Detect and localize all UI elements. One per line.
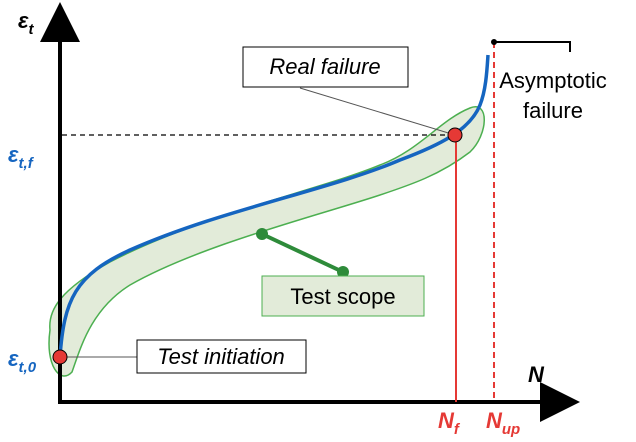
subscript: up (502, 421, 520, 438)
label: failure (523, 98, 583, 123)
subscript: t,f (19, 155, 35, 172)
leader (299, 87, 456, 136)
symbol: N (438, 408, 455, 433)
symbol: N (486, 408, 503, 433)
label: Test initiation (157, 344, 285, 369)
asymptote-marker (494, 41, 571, 52)
axis-label: N (528, 362, 545, 387)
point (447, 127, 463, 143)
box (242, 46, 409, 88)
box (261, 275, 425, 317)
scope-band (48, 106, 485, 377)
subscript: t,0 (19, 359, 37, 376)
symbol: ε (18, 8, 29, 33)
tick-label: Nf (438, 408, 461, 438)
subscript: f (454, 421, 461, 438)
axis-label: εt (18, 8, 35, 38)
tick-label: εt,0 (8, 346, 37, 376)
tick-label: Nup (486, 408, 520, 438)
subscript: t (29, 21, 35, 38)
label: Test scope (290, 284, 395, 309)
tick-label: εt,f (8, 142, 35, 172)
dot (337, 266, 349, 278)
point (52, 349, 68, 365)
scope-pointer (261, 232, 344, 274)
dot (256, 228, 268, 240)
curve (58, 54, 490, 358)
label: Asymptotic (499, 68, 607, 93)
symbol: ε (8, 142, 19, 167)
label: Real failure (269, 54, 380, 79)
box (136, 339, 307, 374)
symbol: ε (8, 346, 19, 371)
